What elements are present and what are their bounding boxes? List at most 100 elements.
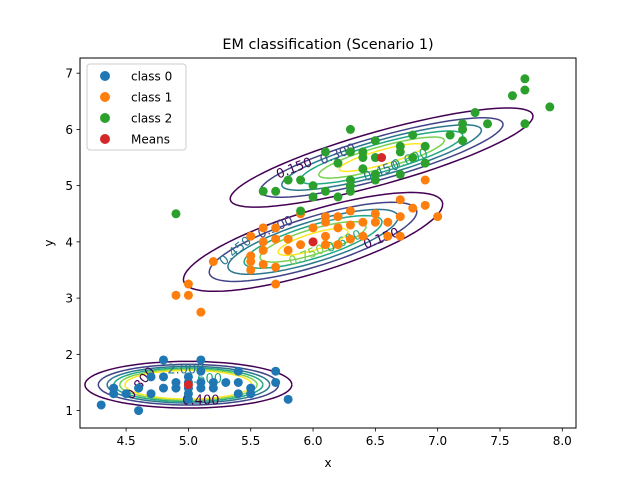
point-class-2 xyxy=(370,136,380,146)
point-class-2 xyxy=(321,186,331,196)
point-class-1 xyxy=(246,251,256,261)
point-class-1 xyxy=(321,231,331,241)
point-class-1 xyxy=(283,245,293,255)
point-class-2 xyxy=(395,141,405,151)
point-class-1 xyxy=(370,209,380,219)
point-class-1 xyxy=(183,290,193,300)
point-class-2 xyxy=(308,192,318,202)
contour-line-c0-l4 xyxy=(119,368,258,401)
y-tick-label: 1 xyxy=(65,404,73,418)
point-class-0 xyxy=(208,377,218,387)
point-class-1 xyxy=(258,245,268,255)
point-class-2 xyxy=(345,175,355,185)
point-class-2 xyxy=(271,186,281,196)
point-class-1 xyxy=(395,231,405,241)
point-class-1 xyxy=(345,234,355,244)
point-class-2 xyxy=(258,186,268,196)
x-tick-label: 4.5 xyxy=(117,434,136,448)
contour-line-c2-l0 xyxy=(229,107,534,208)
point-class-0 xyxy=(96,400,106,410)
point-class-0 xyxy=(271,366,281,376)
point-class-1 xyxy=(196,307,206,317)
y-axis-label: y xyxy=(42,239,56,246)
point-class-1 xyxy=(258,223,268,233)
point-class-1 xyxy=(258,259,268,269)
point-class-2 xyxy=(458,119,468,129)
y-tick-label: 5 xyxy=(65,179,73,193)
point-class-1 xyxy=(271,262,281,272)
point-class-2 xyxy=(321,147,331,157)
point-class-1 xyxy=(345,206,355,216)
point-class-0 xyxy=(271,377,281,387)
legend-label: Means xyxy=(131,133,170,147)
contour-line-c0-l1 xyxy=(97,363,280,406)
point-class-2 xyxy=(420,141,430,151)
point-class-0 xyxy=(196,366,206,376)
point-class-2 xyxy=(333,158,343,168)
point-class-0 xyxy=(196,377,206,387)
point-class-2 xyxy=(370,153,380,163)
point-means xyxy=(377,153,387,163)
point-class-0 xyxy=(146,372,156,382)
point-class-0 xyxy=(158,355,168,365)
point-class-2 xyxy=(333,192,343,202)
point-class-2 xyxy=(445,130,455,140)
point-class-1 xyxy=(271,234,281,244)
point-class-1 xyxy=(383,217,393,227)
point-class-1 xyxy=(258,237,268,247)
legend-marker-means xyxy=(100,134,110,144)
contour-line-c0-l0 xyxy=(84,360,293,409)
contour-line-c0-l5 xyxy=(124,369,253,400)
point-class-2 xyxy=(296,175,306,185)
legend-label: class 2 xyxy=(131,112,172,126)
point-class-1 xyxy=(433,212,443,222)
x-axis-label: x xyxy=(324,456,331,470)
x-tick-label: 6.5 xyxy=(366,434,385,448)
point-class-1 xyxy=(370,217,380,227)
point-class-1 xyxy=(395,212,405,222)
point-class-2 xyxy=(395,169,405,179)
point-means xyxy=(183,380,193,390)
point-class-1 xyxy=(308,223,318,233)
point-class-2 xyxy=(470,108,480,118)
x-tick-label: 7.0 xyxy=(428,434,447,448)
point-class-2 xyxy=(520,74,530,84)
point-class-2 xyxy=(408,153,418,163)
legend-marker-class-1 xyxy=(100,92,110,102)
point-class-2 xyxy=(171,209,181,219)
point-class-1 xyxy=(296,240,306,250)
point-class-0 xyxy=(221,377,231,387)
point-class-0 xyxy=(283,394,293,404)
point-class-0 xyxy=(146,389,156,399)
x-tick-label: 7.5 xyxy=(490,434,509,448)
point-class-1 xyxy=(333,223,343,233)
point-class-1 xyxy=(345,220,355,230)
point-class-1 xyxy=(183,279,193,289)
point-class-0 xyxy=(196,355,206,365)
point-class-1 xyxy=(333,240,343,250)
point-class-0 xyxy=(183,372,193,382)
legend-marker-class-0 xyxy=(100,71,110,81)
point-class-0 xyxy=(109,383,119,393)
legend: class 0 class 1 class 2 Means xyxy=(86,63,187,151)
y-tick-label: 6 xyxy=(65,123,73,137)
point-class-0 xyxy=(233,366,243,376)
point-class-2 xyxy=(408,130,418,140)
point-class-2 xyxy=(458,136,468,146)
point-class-1 xyxy=(333,212,343,222)
data-points xyxy=(96,74,555,416)
point-class-2 xyxy=(520,119,530,129)
contour-label: 2.000 xyxy=(167,363,204,378)
point-class-1 xyxy=(283,234,293,244)
legend-label: class 0 xyxy=(131,70,172,84)
x-axis-ticks: 4.5 5.0 5.5 6.0 6.5 7.0 7.5 8.0 xyxy=(117,428,572,448)
point-class-2 xyxy=(507,91,517,101)
legend-marker-class-2 xyxy=(100,113,110,123)
point-class-1 xyxy=(358,231,368,241)
point-class-0 xyxy=(158,372,168,382)
point-class-2 xyxy=(370,169,380,179)
point-class-0 xyxy=(171,377,181,387)
point-class-0 xyxy=(246,383,256,393)
x-tick-label: 6.0 xyxy=(303,434,322,448)
